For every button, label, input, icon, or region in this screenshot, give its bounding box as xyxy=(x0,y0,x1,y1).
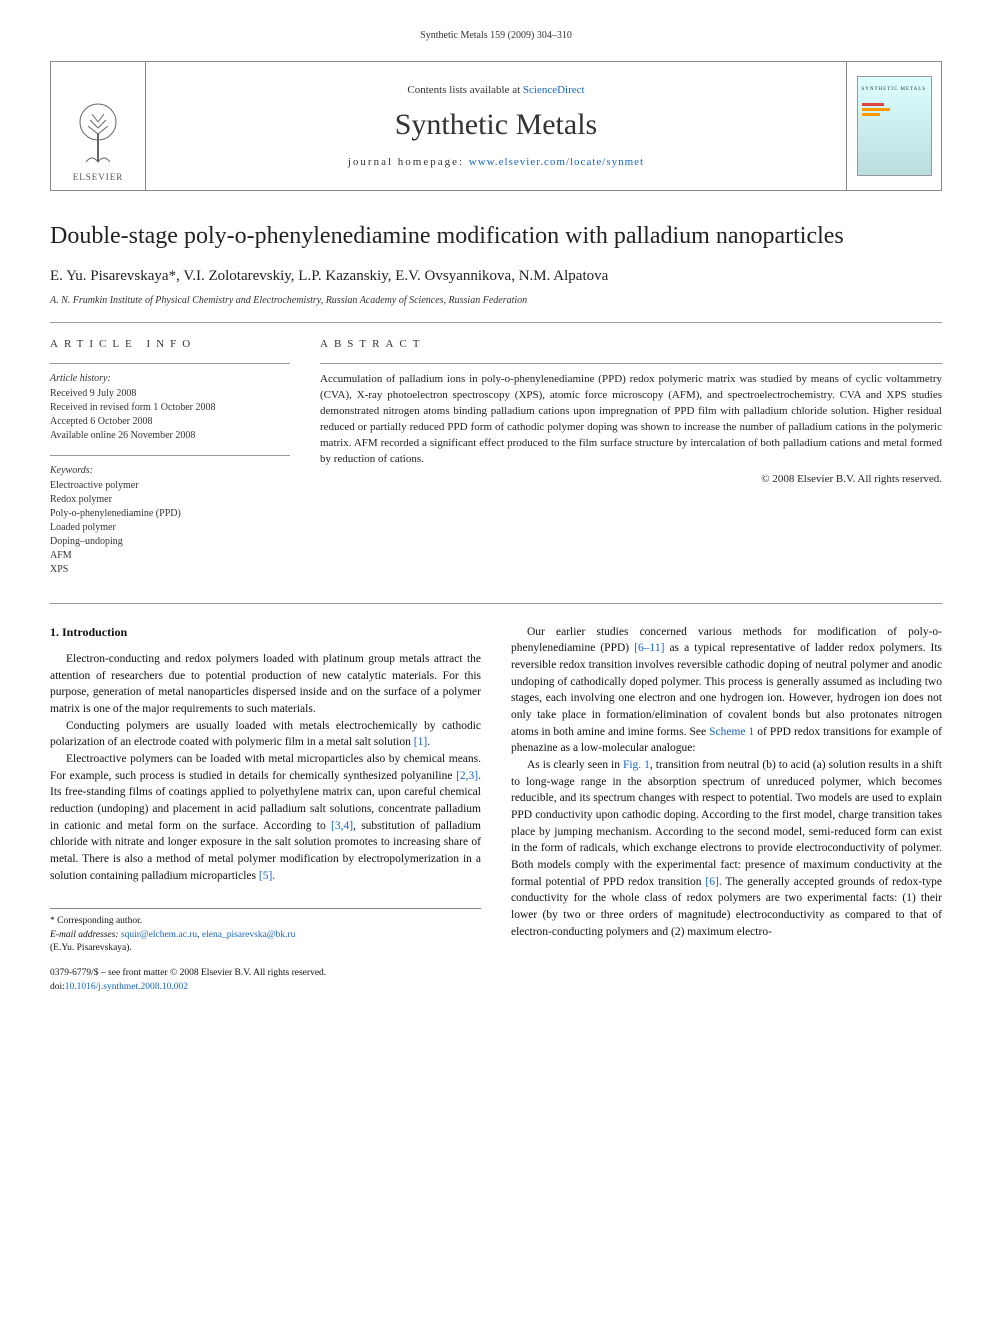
section-heading-introduction: 1. Introduction xyxy=(50,624,481,641)
cover-thumb-bars xyxy=(862,103,890,118)
citation-link[interactable]: [6] xyxy=(705,876,718,888)
author-email-link[interactable]: elena_pisarevska@bk.ru xyxy=(202,930,295,940)
keyword: XPS xyxy=(50,563,290,577)
corresponding-author-note: * Corresponding author. xyxy=(50,915,481,928)
front-matter-line: 0379-6779/$ – see front matter © 2008 El… xyxy=(50,967,481,980)
history-line: Received in revised form 1 October 2008 xyxy=(50,401,290,415)
citation-link[interactable]: [6–11] xyxy=(634,642,664,654)
right-column: Our earlier studies concerned various me… xyxy=(511,624,942,994)
history-line: Received 9 July 2008 xyxy=(50,387,290,401)
history-line: Available online 26 November 2008 xyxy=(50,429,290,443)
publisher-logo-cell: ELSEVIER xyxy=(51,62,146,190)
abstract-text: Accumulation of palladium ions in poly-o… xyxy=(320,372,942,468)
journal-name: Synthetic Metals xyxy=(395,108,597,142)
homepage-prefix: journal homepage: xyxy=(348,156,469,168)
journal-masthead: ELSEVIER Contents lists available at Sci… xyxy=(50,61,942,191)
keyword: Redox polymer xyxy=(50,493,290,507)
abstract-column: ABSTRACT Accumulation of palladium ions … xyxy=(320,337,942,588)
email-label: E-mail addresses: xyxy=(50,930,119,940)
body-paragraph: As is clearly seen in Fig. 1, transition… xyxy=(511,757,942,940)
keywords-label: Keywords: xyxy=(50,464,290,478)
doi-block: 0379-6779/$ – see front matter © 2008 El… xyxy=(50,967,481,994)
body-paragraph: Conducting polymers are usually loaded w… xyxy=(50,718,481,751)
contents-available-line: Contents lists available at ScienceDirec… xyxy=(407,84,584,96)
email-attribution: (E.Yu. Pisarevskaya). xyxy=(50,942,481,955)
cover-thumbnail-cell: SYNTHETIC METALS xyxy=(846,62,941,190)
body-paragraph: Electroactive polymers can be loaded wit… xyxy=(50,751,481,884)
citation-link[interactable]: [3,4] xyxy=(331,820,353,832)
article-info-column: ARTICLE INFO Article history: Received 9… xyxy=(50,337,290,588)
article-history-label: Article history: xyxy=(50,372,290,386)
abstract-copyright: © 2008 Elsevier B.V. All rights reserved… xyxy=(320,472,942,488)
cover-thumb-label: SYNTHETIC METALS xyxy=(862,87,927,92)
elsevier-tree-icon xyxy=(68,94,128,164)
doi-link[interactable]: 10.1016/j.synthmet.2008.10.002 xyxy=(65,982,188,992)
elsevier-logo: ELSEVIER xyxy=(68,94,128,182)
running-header: Synthetic Metals 159 (2009) 304–310 xyxy=(50,30,942,41)
masthead-center: Contents lists available at ScienceDirec… xyxy=(146,62,846,190)
article-history-block: Article history: Received 9 July 2008 Re… xyxy=(50,372,290,443)
email-line: E-mail addresses: squir@elchem.ac.ru, el… xyxy=(50,929,481,942)
keyword: Loaded polymer xyxy=(50,521,290,535)
journal-homepage-line: journal homepage: www.elsevier.com/locat… xyxy=(348,156,644,168)
citation-link[interactable]: Fig. 1 xyxy=(623,759,650,771)
body-two-column: 1. Introduction Electron-conducting and … xyxy=(50,624,942,994)
journal-homepage-link[interactable]: www.elsevier.com/locate/synmet xyxy=(469,156,644,168)
left-column: 1. Introduction Electron-conducting and … xyxy=(50,624,481,994)
body-paragraph: Electron-conducting and redox polymers l… xyxy=(50,651,481,718)
journal-cover-thumbnail: SYNTHETIC METALS xyxy=(857,76,932,176)
author-list: E. Yu. Pisarevskaya*, V.I. Zolotarevskiy… xyxy=(50,266,942,287)
divider xyxy=(50,455,290,456)
citation-link[interactable]: [1] xyxy=(414,736,427,748)
abstract-heading: ABSTRACT xyxy=(320,337,942,353)
info-abstract-row: ARTICLE INFO Article history: Received 9… xyxy=(50,323,942,602)
footnotes: * Corresponding author. E-mail addresses… xyxy=(50,908,481,993)
keyword: Doping–undoping xyxy=(50,535,290,549)
affiliation: A. N. Frumkin Institute of Physical Chem… xyxy=(50,295,942,306)
citation-link[interactable]: [2,3] xyxy=(456,770,478,782)
history-line: Accepted 6 October 2008 xyxy=(50,415,290,429)
citation-link[interactable]: Scheme 1 xyxy=(709,726,754,738)
contents-prefix: Contents lists available at xyxy=(407,84,522,96)
body-paragraph: Our earlier studies concerned various me… xyxy=(511,624,942,757)
doi-prefix: doi: xyxy=(50,982,65,992)
article-info-heading: ARTICLE INFO xyxy=(50,337,290,352)
keyword: Electroactive polymer xyxy=(50,479,290,493)
elsevier-label: ELSEVIER xyxy=(68,172,128,182)
keywords-block: Keywords: Electroactive polymer Redox po… xyxy=(50,464,290,577)
citation-link[interactable]: [5] xyxy=(259,870,272,882)
divider xyxy=(50,603,942,604)
article-title: Double-stage poly-o-phenylenediamine mod… xyxy=(50,221,942,252)
author-email-link[interactable]: squir@elchem.ac.ru xyxy=(121,930,197,940)
sciencedirect-link[interactable]: ScienceDirect xyxy=(523,84,585,96)
divider xyxy=(320,363,942,364)
divider xyxy=(50,363,290,364)
keyword: Poly-o-phenylenediamine (PPD) xyxy=(50,507,290,521)
keyword: AFM xyxy=(50,549,290,563)
